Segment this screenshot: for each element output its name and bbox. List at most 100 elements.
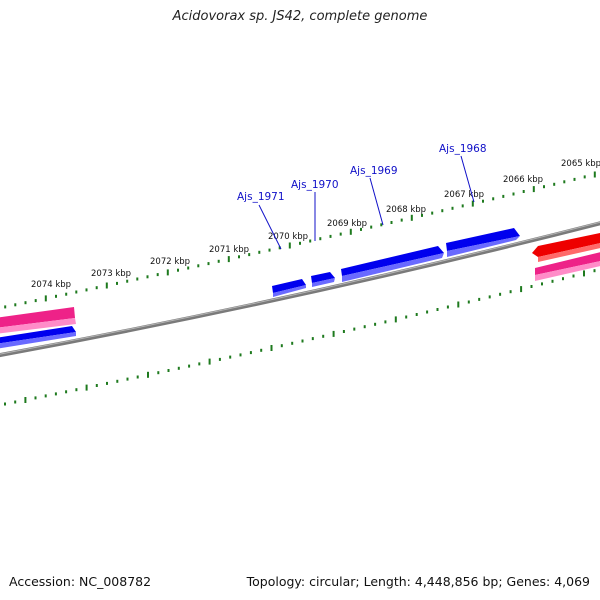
minor-tick <box>291 341 294 345</box>
minor-tick <box>436 308 439 311</box>
minor-tick <box>374 322 377 326</box>
minor-tick <box>322 334 325 338</box>
minor-tick <box>431 211 434 215</box>
major-tick <box>24 397 27 403</box>
minor-tick <box>380 223 383 227</box>
major-tick <box>147 371 149 378</box>
minor-tick <box>95 384 98 387</box>
minor-tick <box>502 194 505 198</box>
minor-tick <box>309 239 312 243</box>
minor-tick <box>95 286 98 290</box>
minor-tick <box>260 348 263 352</box>
gene-pink-right[interactable] <box>535 251 600 281</box>
gene-ajs-1970[interactable] <box>311 272 335 287</box>
minor-tick <box>360 227 362 231</box>
minor-tick <box>342 330 345 333</box>
gene-ajs-1968[interactable] <box>446 228 520 257</box>
accession-text: Accession: NC_008782 <box>9 574 152 589</box>
major-tick <box>471 200 474 207</box>
minor-tick <box>563 180 566 184</box>
minor-tick <box>207 262 210 266</box>
minor-tick <box>583 175 586 179</box>
minor-tick <box>14 303 17 307</box>
scale-label: 2066 kbp <box>503 175 543 185</box>
minor-tick <box>218 357 221 361</box>
gene-ajs-1969[interactable] <box>341 246 444 282</box>
gene-label-ajs-1968[interactable]: Ajs_1968 <box>439 143 487 155</box>
leader-ajs-1969 <box>369 177 384 226</box>
major-tick <box>520 286 523 293</box>
major-tick <box>227 256 230 263</box>
minor-tick <box>278 246 281 250</box>
minor-tick <box>14 400 17 404</box>
scale-label: 2069 kbp <box>327 219 367 229</box>
minor-tick <box>249 351 252 355</box>
minor-tick <box>405 315 408 319</box>
minor-tick <box>34 299 37 303</box>
gene-pink-left[interactable] <box>0 307 76 334</box>
minor-tick <box>467 300 470 304</box>
minor-tick <box>4 402 6 406</box>
major-tick <box>532 186 535 193</box>
major-tick <box>394 316 397 323</box>
minor-tick <box>248 253 251 257</box>
minor-tick <box>512 192 515 196</box>
minor-tick <box>299 241 301 245</box>
minor-tick <box>446 305 449 309</box>
minor-tick <box>106 381 108 385</box>
scale-label: 2065 kbp <box>561 159 600 169</box>
minor-tick <box>370 225 373 229</box>
gene-blue-left[interactable] <box>0 326 76 349</box>
major-tick <box>410 214 413 221</box>
minor-tick <box>55 294 57 298</box>
minor-tick <box>146 275 149 279</box>
leader-ajs-1968 <box>460 155 475 203</box>
minor-tick <box>482 199 484 203</box>
major-tick <box>44 295 47 302</box>
minor-tick <box>126 279 129 283</box>
minor-tick <box>198 362 201 366</box>
minor-tick <box>301 339 304 343</box>
major-tick <box>349 228 352 235</box>
minor-tick <box>363 325 366 329</box>
major-tick <box>332 330 335 337</box>
gene-label-ajs-1971[interactable]: Ajs_1971 <box>237 191 285 203</box>
minor-tick <box>543 185 545 189</box>
minor-tick <box>75 388 78 392</box>
gene-red-right[interactable] <box>532 232 600 262</box>
minor-tick <box>229 355 232 359</box>
scale-label: 2072 kbp <box>150 257 190 267</box>
gene-ajs-1971[interactable] <box>272 279 306 297</box>
major-tick <box>166 269 169 276</box>
gene-label-ajs-1969[interactable]: Ajs_1969 <box>350 165 398 177</box>
minor-tick <box>65 390 68 394</box>
minor-tick <box>384 320 387 324</box>
minor-tick <box>116 379 119 383</box>
minor-tick <box>65 292 68 296</box>
minor-tick <box>562 277 564 281</box>
gene-label-ajs-1970[interactable]: Ajs_1970 <box>291 179 339 191</box>
minor-tick <box>522 190 525 193</box>
genome-backbone-highlight <box>0 221 600 355</box>
major-tick <box>583 270 585 277</box>
minor-tick <box>187 266 190 270</box>
major-tick <box>85 384 88 391</box>
minor-tick <box>478 297 481 301</box>
major-tick <box>288 242 291 249</box>
minor-tick <box>390 221 393 224</box>
minor-tick <box>177 268 179 272</box>
minor-tick <box>85 288 88 292</box>
gene-label-leaders <box>258 155 475 250</box>
minor-tick <box>258 250 261 254</box>
minor-tick <box>426 310 429 314</box>
leader-ajs-1971 <box>258 204 282 250</box>
minor-tick <box>451 206 454 210</box>
major-tick <box>593 171 596 178</box>
minor-tick <box>353 327 356 331</box>
minor-tick <box>553 182 556 186</box>
minor-tick <box>530 285 533 288</box>
minor-tick <box>44 394 47 398</box>
major-tick <box>208 358 211 365</box>
minor-tick <box>421 213 423 217</box>
